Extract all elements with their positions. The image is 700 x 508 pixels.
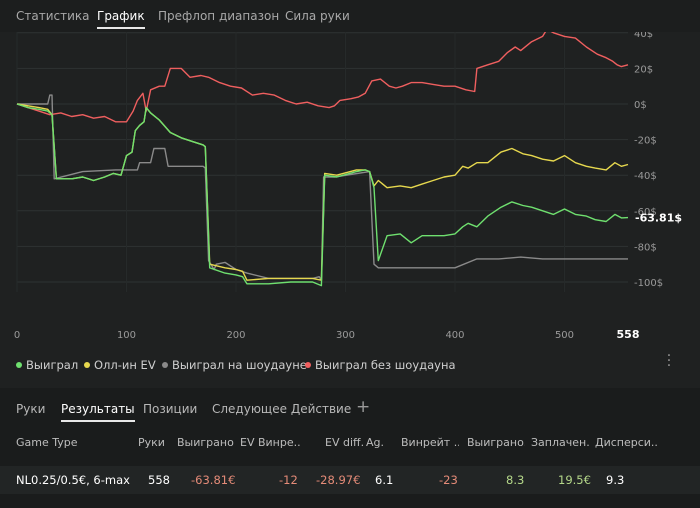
x-tick-label: 200 <box>226 330 245 341</box>
plus-icon[interactable]: + <box>356 397 371 417</box>
x-tick-label: 300 <box>336 330 355 341</box>
tab-hands[interactable]: Руки <box>16 402 46 416</box>
cell-ev-winrate: -12 <box>279 473 298 487</box>
legend-dot <box>305 361 311 368</box>
cell-aggression: 6.1 <box>375 473 394 487</box>
header-won[interactable]: Выиграно <box>177 436 234 449</box>
header-game-type[interactable]: Game Type <box>16 436 78 449</box>
legend-label: Олл-ин EV <box>94 358 156 372</box>
legend-dot <box>84 361 90 368</box>
results-chart: 40$ 20$ 0$ -20$ -40$ -60$ -80$ -100$ 0 100 200 300 4… <box>14 32 682 341</box>
chart-legend: Выиграл Олл-ин EV Выиграл на шоудауне Вы… <box>0 346 700 388</box>
top-tab-bar: Статистика График Префлоп диапазон Сила … <box>0 0 700 32</box>
series-line <box>16 32 629 123</box>
header-winrate[interactable]: Винрейт ... <box>401 436 459 449</box>
header-hands[interactable]: Руки <box>138 436 165 449</box>
y-tick-label: 40$ <box>634 32 653 40</box>
cell-won-2: 8.3 <box>506 473 525 487</box>
legend-item-won[interactable]: Выиграл <box>16 358 78 372</box>
header-ev-winrate[interactable]: EV Винре... <box>240 436 300 449</box>
vertical-ellipsis-icon[interactable]: · · · <box>666 348 672 374</box>
legend-item-showdown[interactable]: Выиграл на шоудауне <box>162 358 307 372</box>
legend-label: Выиграл <box>26 358 79 372</box>
y-tick-label: -60$ <box>634 207 657 218</box>
legend-label: Выиграл на шоудауне <box>172 358 307 372</box>
y-tick-label: 0$ <box>634 100 647 111</box>
x-end-label: 558 <box>617 328 640 341</box>
table-row[interactable] <box>0 466 700 494</box>
tab-hand-strength[interactable]: Сила руки <box>285 9 350 23</box>
x-tick-label: 400 <box>445 330 464 341</box>
header-ev-diff[interactable]: EV diff. <box>325 436 365 449</box>
y-tick-label: 20$ <box>634 64 653 75</box>
legend-item-non-showdown[interactable]: Выиграл без шоудауна <box>305 358 456 372</box>
series-line <box>17 94 628 281</box>
header-won-2[interactable]: Выиграно... <box>467 436 525 449</box>
cell-hands: 558 <box>148 473 170 487</box>
end-value-label: -63.81$ <box>635 212 682 225</box>
tab-statistics[interactable]: Статистика <box>16 9 90 23</box>
cell-paid: 19.5€ <box>558 473 591 487</box>
header-variance[interactable]: Дисперси... <box>595 436 657 449</box>
x-tick-label: 100 <box>117 330 136 341</box>
tab-graph[interactable]: График <box>97 9 145 29</box>
legend-item-allin-ev[interactable]: Олл-ин EV <box>84 358 156 372</box>
graph-panel: 40$ 20$ 0$ -20$ -40$ -60$ -80$ -100$ 0 100 200 300 4… <box>0 32 700 346</box>
series-line <box>16 103 629 287</box>
tab-preflop-range[interactable]: Префлоп диапазон <box>158 9 280 23</box>
cell-ev-diff: -28.97€ <box>316 473 361 487</box>
y-tick-label: -20$ <box>634 136 657 147</box>
legend-dot <box>16 361 22 368</box>
x-tick-label: 500 <box>555 330 574 341</box>
cell-won: -63.81€ <box>191 473 236 487</box>
legend-dot <box>162 361 168 368</box>
cell-winrate: -23 <box>439 473 458 487</box>
header-paid[interactable]: Заплачен... <box>531 436 589 449</box>
cell-game-type: NL0.25/0.5€, 6-max <box>16 473 130 487</box>
tab-next-action[interactable]: Следующее Действие <box>212 402 352 416</box>
tab-positions[interactable]: Позиции <box>143 402 198 416</box>
legend-label: Выиграл без шоудауна <box>315 358 456 372</box>
y-tick-label: -100$ <box>634 278 663 289</box>
y-tick-label: -80$ <box>634 242 657 253</box>
tab-results[interactable]: Результаты <box>61 402 135 422</box>
x-tick-label: 0 <box>14 330 20 341</box>
header-aggression[interactable]: Ag. <box>366 436 385 449</box>
y-tick-label: -40$ <box>634 171 657 182</box>
cell-variance: 9.3 <box>606 473 625 487</box>
